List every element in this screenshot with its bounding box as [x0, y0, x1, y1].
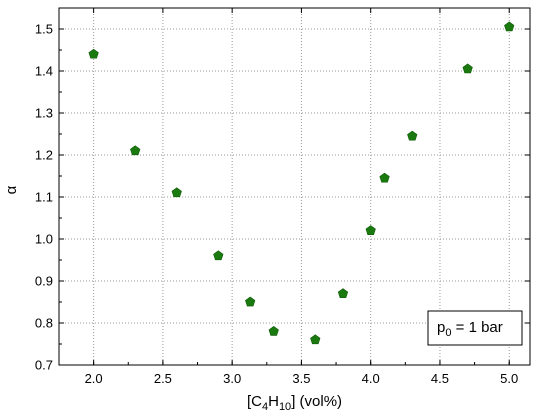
- data-point: [245, 296, 256, 307]
- y-tick-label: 0.8: [35, 316, 53, 331]
- x-tick-label: 5.0: [500, 371, 518, 386]
- data-point: [337, 288, 349, 298]
- x-tick-label: 3.5: [292, 371, 310, 386]
- data-point: [88, 48, 99, 59]
- annotation-text: p0 = 1 bar: [437, 319, 503, 339]
- y-tick-label: 0.9: [35, 274, 53, 289]
- x-tick-label: 2.0: [85, 371, 103, 386]
- y-axis-title: α: [3, 185, 20, 194]
- data-point: [365, 225, 376, 235]
- x-tick-label: 4.5: [431, 371, 449, 386]
- x-tick-label: 3.0: [223, 371, 241, 386]
- data-point: [504, 21, 515, 32]
- annotation-box: p0 = 1 bar: [427, 310, 523, 346]
- y-tick-label: 1.3: [35, 106, 53, 121]
- y-tick-label: 0.7: [35, 358, 53, 373]
- y-tick-label: 1.2: [35, 148, 53, 163]
- data-point: [462, 63, 473, 74]
- x-axis-title: [C4H10] (vol%): [247, 393, 342, 413]
- y-tick-labels: 0.7 0.8 0.9 1.0 1.1 1.2 1.3 1.4 1.5: [35, 22, 53, 373]
- plot-frame: [58, 7, 531, 366]
- data-point: [171, 187, 182, 198]
- x-tick-label: 2.5: [154, 371, 172, 386]
- data-point: [407, 130, 418, 141]
- y-tick-label: 1.1: [35, 190, 53, 205]
- data-point: [213, 250, 224, 261]
- data-points: [88, 21, 515, 345]
- data-point: [268, 326, 279, 336]
- y-tick-label: 1.0: [35, 232, 53, 247]
- y-tick-label: 1.5: [35, 22, 53, 37]
- data-point: [130, 145, 141, 156]
- x-tick-labels: 2.0 2.5 3.0 3.5 4.0 4.5 5.0: [85, 371, 519, 386]
- ticks: [58, 8, 530, 366]
- y-tick-label: 1.4: [35, 64, 53, 79]
- x-tick-label: 4.0: [362, 371, 380, 386]
- data-point: [310, 334, 321, 345]
- data-point: [379, 172, 390, 183]
